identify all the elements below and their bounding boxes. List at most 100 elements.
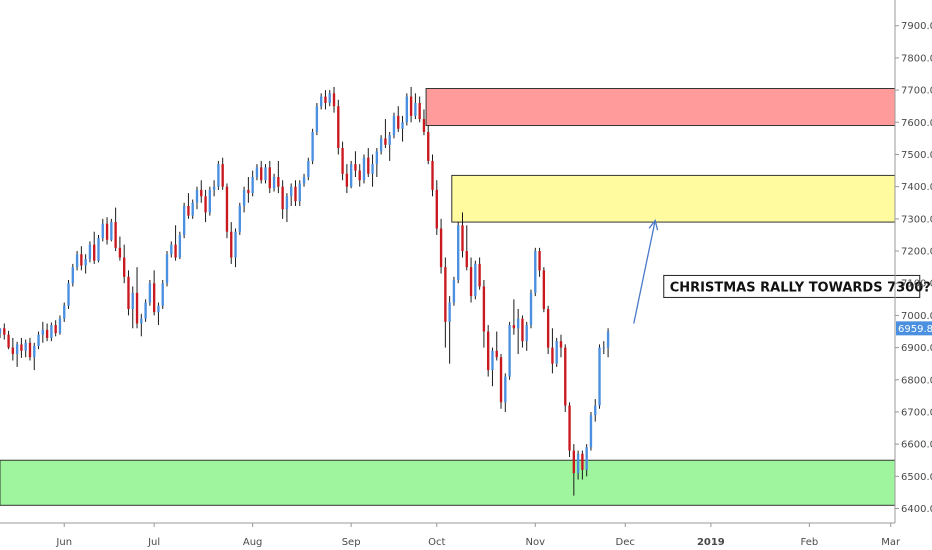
candle-body	[606, 331, 610, 348]
candle-body	[264, 167, 267, 181]
time-tick-label: Sep	[342, 537, 361, 548]
candle	[589, 411, 593, 451]
candle-body	[474, 263, 477, 297]
candle	[208, 186, 212, 216]
candle	[33, 342, 36, 371]
candle-body	[204, 196, 207, 213]
candle-body	[170, 244, 173, 255]
candle	[200, 180, 203, 203]
candle	[63, 302, 66, 322]
candle	[585, 444, 588, 477]
candle	[277, 160, 280, 194]
candle	[225, 183, 229, 239]
candle-body	[576, 453, 580, 474]
price-tick-label: 6600.0	[901, 440, 932, 451]
candle-body	[7, 334, 10, 348]
price-tick-label: 6400.0	[901, 504, 932, 515]
candle	[384, 119, 387, 149]
candle	[251, 170, 254, 197]
candle-body	[328, 93, 331, 103]
candle-body	[80, 254, 83, 266]
candle-body	[268, 167, 271, 189]
candle	[144, 299, 147, 322]
candle	[525, 321, 528, 351]
candle	[598, 344, 601, 409]
annotation-layer: CHRISTMAS RALLY TOWARDS 7300?	[633, 219, 931, 324]
candle	[234, 228, 237, 268]
candle	[80, 246, 83, 271]
candle-body	[260, 167, 263, 181]
candle-body	[41, 329, 45, 335]
candle	[568, 402, 571, 458]
candle-body	[457, 225, 460, 281]
candle-body	[384, 138, 387, 145]
last-price-label: 6959.8	[898, 324, 932, 335]
candle	[324, 90, 327, 110]
candle-body	[409, 96, 413, 116]
candle-body	[559, 341, 563, 348]
candle	[71, 263, 74, 287]
candle-body	[307, 160, 310, 178]
candle	[358, 164, 361, 187]
candle	[165, 251, 169, 287]
candle	[204, 189, 207, 223]
candle	[512, 299, 516, 335]
candle-body	[414, 102, 417, 116]
time-tick-label: Feb	[800, 537, 818, 548]
candle	[131, 286, 134, 329]
candle	[101, 218, 104, 242]
candle	[504, 373, 507, 412]
candle	[499, 354, 503, 409]
candle-body	[28, 342, 32, 358]
candle	[152, 270, 156, 316]
candle	[345, 164, 349, 194]
candle-body	[290, 186, 293, 197]
candle-body	[555, 341, 558, 364]
candle-body	[135, 292, 139, 324]
candle-body	[546, 308, 550, 348]
candle	[606, 328, 610, 358]
candle	[285, 193, 289, 223]
candle	[67, 280, 70, 309]
price-tick-label: 7800.0	[901, 53, 932, 64]
candle-body	[538, 251, 541, 271]
candle-body	[54, 325, 57, 334]
candle-body	[311, 131, 314, 161]
candle-body	[165, 254, 169, 284]
candle	[594, 399, 597, 422]
candle	[332, 86, 336, 113]
candle	[238, 202, 241, 235]
price-tick-label: 7400.0	[901, 182, 932, 193]
candle-body	[585, 447, 588, 470]
time-tick-label: Oct	[428, 537, 445, 548]
candle-body	[50, 325, 53, 338]
candle-body	[93, 244, 96, 261]
candles-layer	[0, 86, 610, 496]
candle-body	[75, 254, 79, 268]
candle	[495, 331, 498, 361]
candle-body	[504, 376, 507, 403]
candle-body	[105, 223, 109, 240]
candle-body	[379, 138, 383, 152]
candle-body	[367, 157, 370, 174]
candle-body	[482, 286, 486, 332]
candle	[409, 86, 413, 123]
candle	[75, 251, 79, 271]
candle-body	[418, 102, 421, 120]
candle	[15, 341, 19, 367]
candle-body	[469, 267, 473, 297]
candle-body	[200, 189, 203, 197]
candle-body	[37, 334, 40, 346]
candle-body	[101, 223, 104, 239]
candle-body	[182, 205, 186, 235]
candle	[311, 128, 314, 165]
candle-body	[521, 318, 524, 342]
candle-body	[208, 189, 212, 213]
candle-body	[285, 196, 289, 210]
candle-body	[174, 244, 177, 258]
candle	[555, 337, 558, 367]
yellow-target-zone	[451, 174, 896, 223]
candle	[88, 241, 92, 263]
callout-box	[663, 274, 921, 298]
